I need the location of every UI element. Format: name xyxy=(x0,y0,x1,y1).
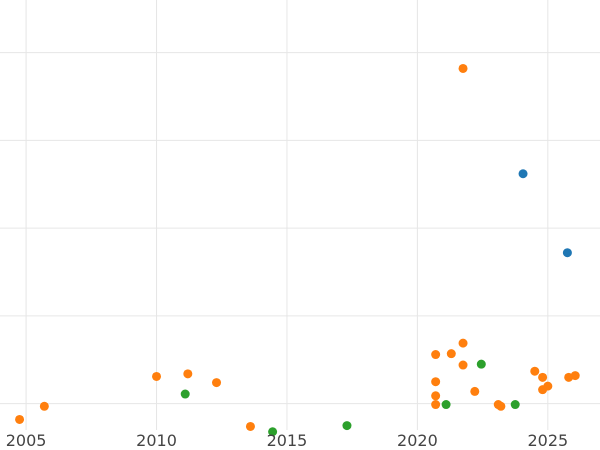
data-point-series-1 xyxy=(183,369,193,379)
data-point-series-2 xyxy=(268,427,278,437)
data-point-series-1 xyxy=(431,377,441,387)
data-point-series-1 xyxy=(245,421,255,431)
data-point-series-1 xyxy=(15,414,25,424)
data-point-series-2 xyxy=(510,400,520,410)
data-point-series-1 xyxy=(538,372,548,382)
data-point-series-1 xyxy=(458,360,468,370)
x-tick-label: 2025 xyxy=(527,431,568,450)
data-point-series-1 xyxy=(543,381,553,391)
data-point-series-1 xyxy=(458,338,468,348)
data-point-series-1 xyxy=(530,366,540,376)
data-point-series-1 xyxy=(496,401,506,411)
data-point-series-1 xyxy=(570,371,580,381)
data-point-series-2 xyxy=(476,359,486,369)
data-point-series-1 xyxy=(152,371,162,381)
data-point-series-1 xyxy=(431,400,441,410)
data-point-series-1 xyxy=(470,386,480,396)
data-point-series-1 xyxy=(39,401,49,411)
data-point-series-1 xyxy=(431,391,441,401)
data-point-series-1 xyxy=(431,350,441,360)
x-tick-label: 2010 xyxy=(136,431,177,450)
x-tick-label: 2015 xyxy=(267,431,308,450)
data-point-series-1 xyxy=(458,63,468,73)
x-axis-ticks: 2005 2010 2015 2020 2025 xyxy=(6,431,568,450)
data-point-series-1 xyxy=(212,378,222,388)
data-points xyxy=(15,63,580,437)
data-point-series-3 xyxy=(518,169,528,179)
data-point-series-2 xyxy=(441,400,451,410)
x-tick-label: 2005 xyxy=(6,431,47,450)
x-tick-label: 2020 xyxy=(397,431,438,450)
grid xyxy=(0,0,600,430)
data-point-series-3 xyxy=(562,248,572,258)
data-point-series-1 xyxy=(446,349,456,359)
data-point-series-2 xyxy=(342,421,352,431)
data-point-series-2 xyxy=(180,389,190,399)
